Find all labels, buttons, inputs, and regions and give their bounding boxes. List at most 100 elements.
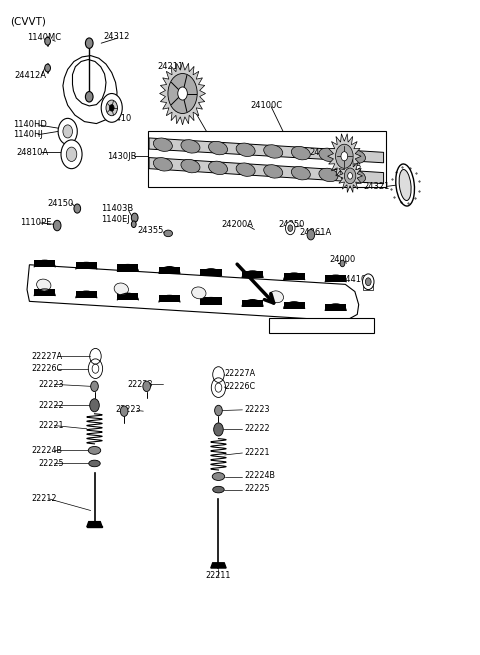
Circle shape bbox=[106, 100, 118, 116]
Circle shape bbox=[61, 140, 82, 169]
Circle shape bbox=[91, 381, 98, 392]
Text: 24100C: 24100C bbox=[251, 101, 283, 110]
Circle shape bbox=[45, 64, 50, 72]
Circle shape bbox=[90, 399, 99, 412]
Text: 24323: 24323 bbox=[336, 165, 362, 174]
Polygon shape bbox=[87, 525, 102, 527]
Circle shape bbox=[63, 125, 72, 138]
Circle shape bbox=[58, 119, 77, 145]
Polygon shape bbox=[325, 275, 346, 282]
Polygon shape bbox=[117, 293, 138, 301]
Polygon shape bbox=[327, 134, 361, 179]
Text: 24000: 24000 bbox=[329, 255, 355, 264]
Polygon shape bbox=[242, 271, 263, 278]
Polygon shape bbox=[201, 269, 222, 276]
Text: 22212: 22212 bbox=[32, 495, 57, 503]
Text: 22223: 22223 bbox=[245, 405, 270, 414]
Text: 24322: 24322 bbox=[310, 148, 336, 157]
Ellipse shape bbox=[89, 460, 100, 467]
Text: 24410A: 24410A bbox=[340, 275, 372, 284]
Text: 22211: 22211 bbox=[205, 571, 231, 580]
Polygon shape bbox=[325, 304, 346, 311]
Text: 24810A: 24810A bbox=[16, 148, 48, 157]
Polygon shape bbox=[117, 265, 138, 272]
Polygon shape bbox=[63, 56, 117, 124]
Text: 1140EJ: 1140EJ bbox=[101, 214, 130, 223]
Ellipse shape bbox=[264, 164, 283, 178]
Circle shape bbox=[101, 94, 122, 122]
Circle shape bbox=[132, 213, 138, 222]
Polygon shape bbox=[159, 295, 180, 303]
Polygon shape bbox=[159, 62, 205, 125]
Circle shape bbox=[53, 220, 61, 231]
Text: 22223: 22223 bbox=[38, 380, 63, 389]
Text: 22225: 22225 bbox=[245, 485, 270, 493]
Text: 22221: 22221 bbox=[245, 449, 270, 457]
Polygon shape bbox=[76, 262, 97, 269]
Text: 24312: 24312 bbox=[104, 32, 130, 41]
Ellipse shape bbox=[213, 486, 224, 493]
Ellipse shape bbox=[291, 166, 310, 180]
Ellipse shape bbox=[153, 158, 172, 171]
Circle shape bbox=[85, 92, 93, 102]
Polygon shape bbox=[159, 267, 180, 274]
Circle shape bbox=[336, 144, 353, 168]
Text: 24350: 24350 bbox=[278, 219, 305, 229]
Text: 11403B: 11403B bbox=[101, 204, 133, 213]
Circle shape bbox=[286, 221, 295, 234]
Circle shape bbox=[45, 37, 50, 45]
Ellipse shape bbox=[114, 283, 129, 295]
Circle shape bbox=[214, 423, 223, 436]
Circle shape bbox=[288, 225, 293, 231]
Text: 24410: 24410 bbox=[105, 114, 132, 123]
Polygon shape bbox=[201, 297, 222, 305]
Polygon shape bbox=[27, 265, 359, 321]
Ellipse shape bbox=[153, 138, 172, 151]
Ellipse shape bbox=[181, 140, 200, 153]
Circle shape bbox=[348, 173, 352, 179]
Ellipse shape bbox=[181, 159, 200, 173]
Text: 24200A: 24200A bbox=[222, 219, 254, 229]
Ellipse shape bbox=[347, 150, 365, 163]
Polygon shape bbox=[149, 138, 384, 163]
Text: 22221: 22221 bbox=[38, 421, 63, 430]
Circle shape bbox=[66, 147, 77, 162]
Polygon shape bbox=[34, 260, 55, 267]
Ellipse shape bbox=[291, 147, 310, 160]
Circle shape bbox=[120, 406, 128, 417]
Bar bbox=[269, 318, 374, 333]
Polygon shape bbox=[149, 158, 384, 183]
Circle shape bbox=[362, 274, 374, 290]
Ellipse shape bbox=[88, 447, 101, 455]
Text: 1140HD: 1140HD bbox=[12, 121, 47, 130]
Ellipse shape bbox=[399, 170, 411, 200]
Text: 22222: 22222 bbox=[38, 401, 64, 410]
Text: 22226C: 22226C bbox=[225, 382, 256, 391]
Text: 24211: 24211 bbox=[157, 62, 184, 71]
Circle shape bbox=[74, 204, 81, 213]
Polygon shape bbox=[284, 302, 305, 309]
Ellipse shape bbox=[236, 143, 255, 157]
Bar bbox=[363, 280, 373, 290]
Text: 22226C: 22226C bbox=[32, 364, 63, 373]
Circle shape bbox=[340, 260, 345, 267]
Ellipse shape bbox=[192, 287, 206, 299]
Circle shape bbox=[178, 87, 187, 100]
Polygon shape bbox=[72, 60, 106, 106]
Circle shape bbox=[109, 105, 114, 111]
Text: 22225: 22225 bbox=[38, 459, 64, 468]
Text: REF.20-221: REF.20-221 bbox=[273, 321, 328, 330]
Text: 24321: 24321 bbox=[363, 182, 390, 191]
Text: 22224B: 22224B bbox=[245, 472, 276, 480]
Text: 22227A: 22227A bbox=[32, 352, 63, 361]
Circle shape bbox=[365, 278, 371, 286]
Text: 22224B: 22224B bbox=[32, 446, 63, 455]
Ellipse shape bbox=[164, 230, 172, 236]
Text: 22223: 22223 bbox=[128, 380, 153, 389]
Ellipse shape bbox=[347, 170, 365, 183]
Text: 22227A: 22227A bbox=[225, 369, 256, 378]
Ellipse shape bbox=[208, 161, 228, 175]
Ellipse shape bbox=[319, 168, 338, 181]
Ellipse shape bbox=[208, 141, 228, 155]
Circle shape bbox=[341, 152, 348, 161]
